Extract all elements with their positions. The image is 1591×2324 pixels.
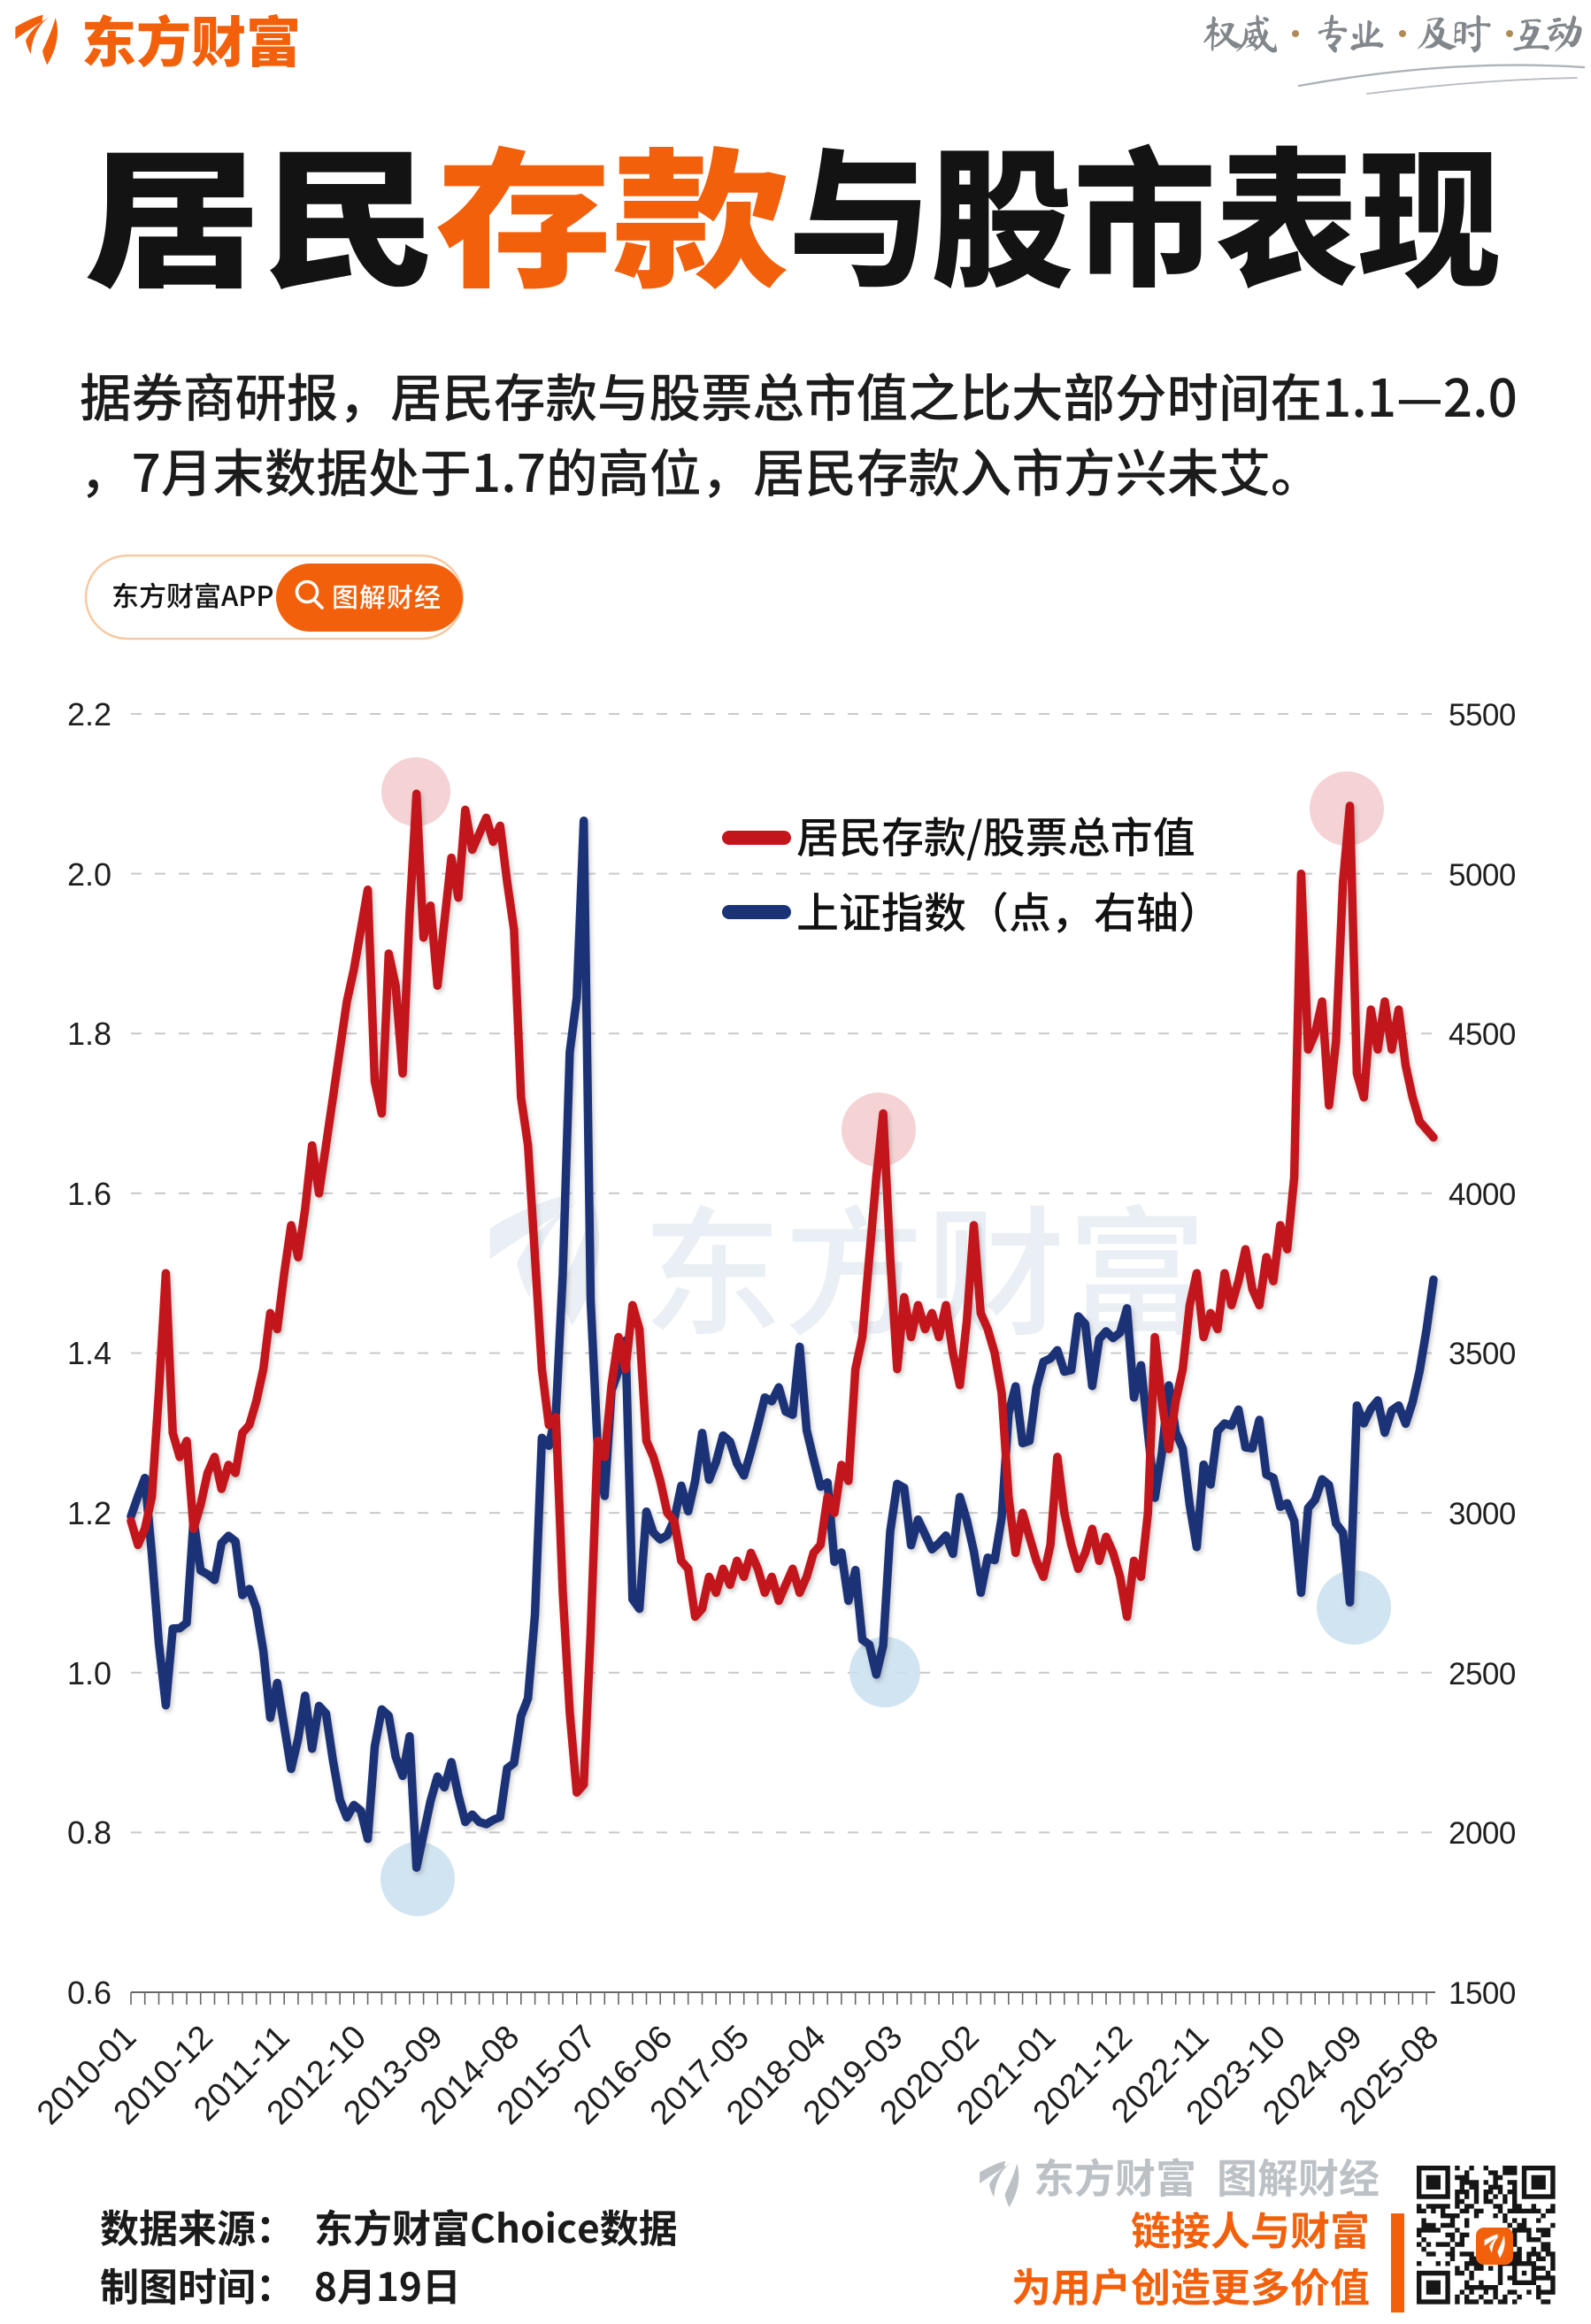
svg-text:2.2: 2.2 (67, 696, 111, 732)
svg-text:2.0: 2.0 (67, 856, 111, 893)
svg-text:1.2: 1.2 (67, 1495, 111, 1531)
svg-text:1.6: 1.6 (67, 1176, 111, 1212)
svg-text:5500: 5500 (1449, 698, 1516, 732)
svg-text:4000: 4000 (1449, 1177, 1516, 1212)
svg-text:1.0: 1.0 (67, 1655, 111, 1691)
svg-text:2000: 2000 (1449, 1816, 1516, 1851)
svg-text:1.8: 1.8 (67, 1016, 111, 1052)
svg-text:2500: 2500 (1449, 1657, 1516, 1691)
svg-text:3500: 3500 (1449, 1337, 1516, 1371)
svg-text:5000: 5000 (1449, 858, 1516, 893)
svg-text:0.6: 0.6 (67, 1975, 111, 2011)
svg-text:4500: 4500 (1449, 1017, 1516, 1052)
svg-text:1.4: 1.4 (67, 1335, 111, 1371)
svg-text:1500: 1500 (1449, 1976, 1516, 2011)
svg-text:3000: 3000 (1449, 1497, 1516, 1531)
svg-text:0.8: 0.8 (67, 1814, 111, 1851)
